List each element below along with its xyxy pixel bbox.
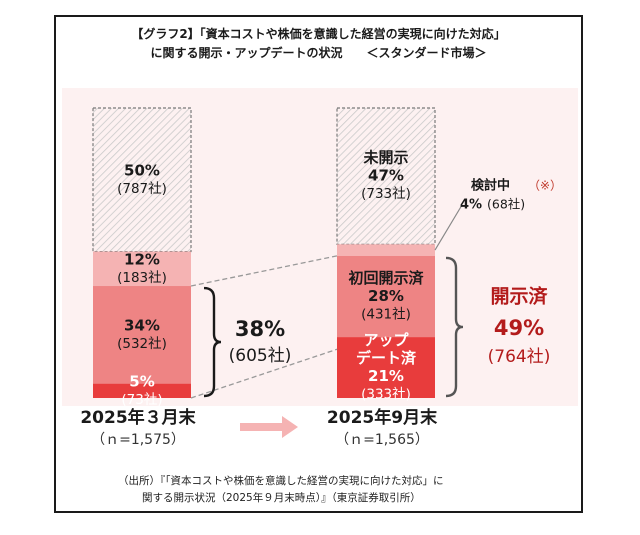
bar-1-n-label: （ｎ=1,565）	[335, 432, 429, 448]
source-line1: （出所）『「資本コストや株価を意識した経営の実現に向けた対応」に	[118, 475, 444, 487]
chart-title-line2: に関する開示・アップデートの状況 ＜スタンダード市場＞	[150, 46, 487, 60]
bar-1-bracket	[445, 256, 464, 398]
bar-0-segment-3-label-0: 5%	[129, 372, 154, 390]
bar-0-bracket	[203, 286, 222, 398]
bar-0-segment-1-label-1: (183社)	[117, 270, 167, 286]
bar-0-segment-1-label-0: 12%	[124, 250, 160, 268]
bar-1-segment-0-label-2: (733社)	[361, 186, 411, 202]
bar-0-category-label: 2025年３月末	[80, 407, 196, 428]
bar-0-bracket-pct: 38%	[235, 317, 285, 341]
bar-0-segment-1	[93, 251, 191, 287]
connector-line-bottom	[190, 348, 338, 399]
callout-count: (68社)	[487, 197, 525, 212]
bar-1-segment-3-label-2: 21%	[368, 367, 404, 385]
bar-1-bracket-pct: 49%	[494, 316, 544, 340]
bar-1-segment-0	[336, 107, 436, 245]
bar-0-segment-2-label-0: 34%	[124, 316, 160, 334]
bar-1-segment-3	[337, 337, 435, 398]
chart-title-line1: 【グラフ2】「資本コストや株価を意識した経営の実現に向けた対応」	[131, 27, 506, 41]
bar-0-segment-0-label-0: 50%	[124, 161, 160, 179]
bar-1-segment-3-label-3: (333社)	[361, 387, 411, 403]
transition-arrow-icon	[240, 416, 298, 438]
connector-line-top	[190, 255, 338, 287]
bar-1-bracket-count: (764社)	[488, 347, 551, 367]
bar-1-segment-0-label-0: 未開示	[362, 149, 408, 167]
bar-0-segment-0-label-1: (787社)	[117, 181, 167, 197]
source-note: （出所）『「資本コストや株価を意識した経営の実現に向けた対応」に 関する開示状況…	[118, 473, 558, 507]
bar-0-segment-0	[92, 107, 192, 253]
bar-1-segment-0-label-1: 47%	[368, 167, 404, 185]
bar-1-bracket-label: 開示済	[490, 284, 548, 307]
bar-1-segment-3-label-1: デート済	[356, 349, 417, 367]
callout-leader-line	[434, 204, 463, 251]
bar-0-n-label: （ｎ=1,575）	[91, 432, 185, 448]
bar-1-category-label: 2025年9月末	[327, 407, 438, 428]
bar-1-segment-2-label-0: 初回開示済	[348, 269, 424, 287]
bar-0-segment-2	[93, 286, 191, 384]
callout-label: 検討中	[471, 178, 510, 194]
bar-1-segment-1	[337, 244, 435, 256]
source-line2: 関する開示状況（2025年９月末時点）』（東京証券取引所）	[142, 492, 421, 504]
callout-pct: 4%	[460, 198, 482, 213]
bar-1-segment-2	[337, 255, 435, 338]
bar-1-segment-3-label-0: アップ	[363, 331, 409, 349]
bar-0-bracket-count: (605社)	[229, 346, 292, 366]
bar-0-segment-3-label-1: (73社)	[121, 392, 162, 408]
bar-0-segment-3	[93, 383, 191, 398]
bar-0-segment-2-label-1: (532社)	[117, 336, 167, 352]
callout-mark: （※）	[528, 179, 562, 193]
bar-1-segment-2-label-2: (431社)	[361, 307, 411, 323]
chart-title: 【グラフ2】「資本コストや株価を意識した経営の実現に向けた対応」 に関する開示・…	[56, 25, 581, 63]
bar-1-segment-2-label-1: 28%	[368, 287, 404, 305]
